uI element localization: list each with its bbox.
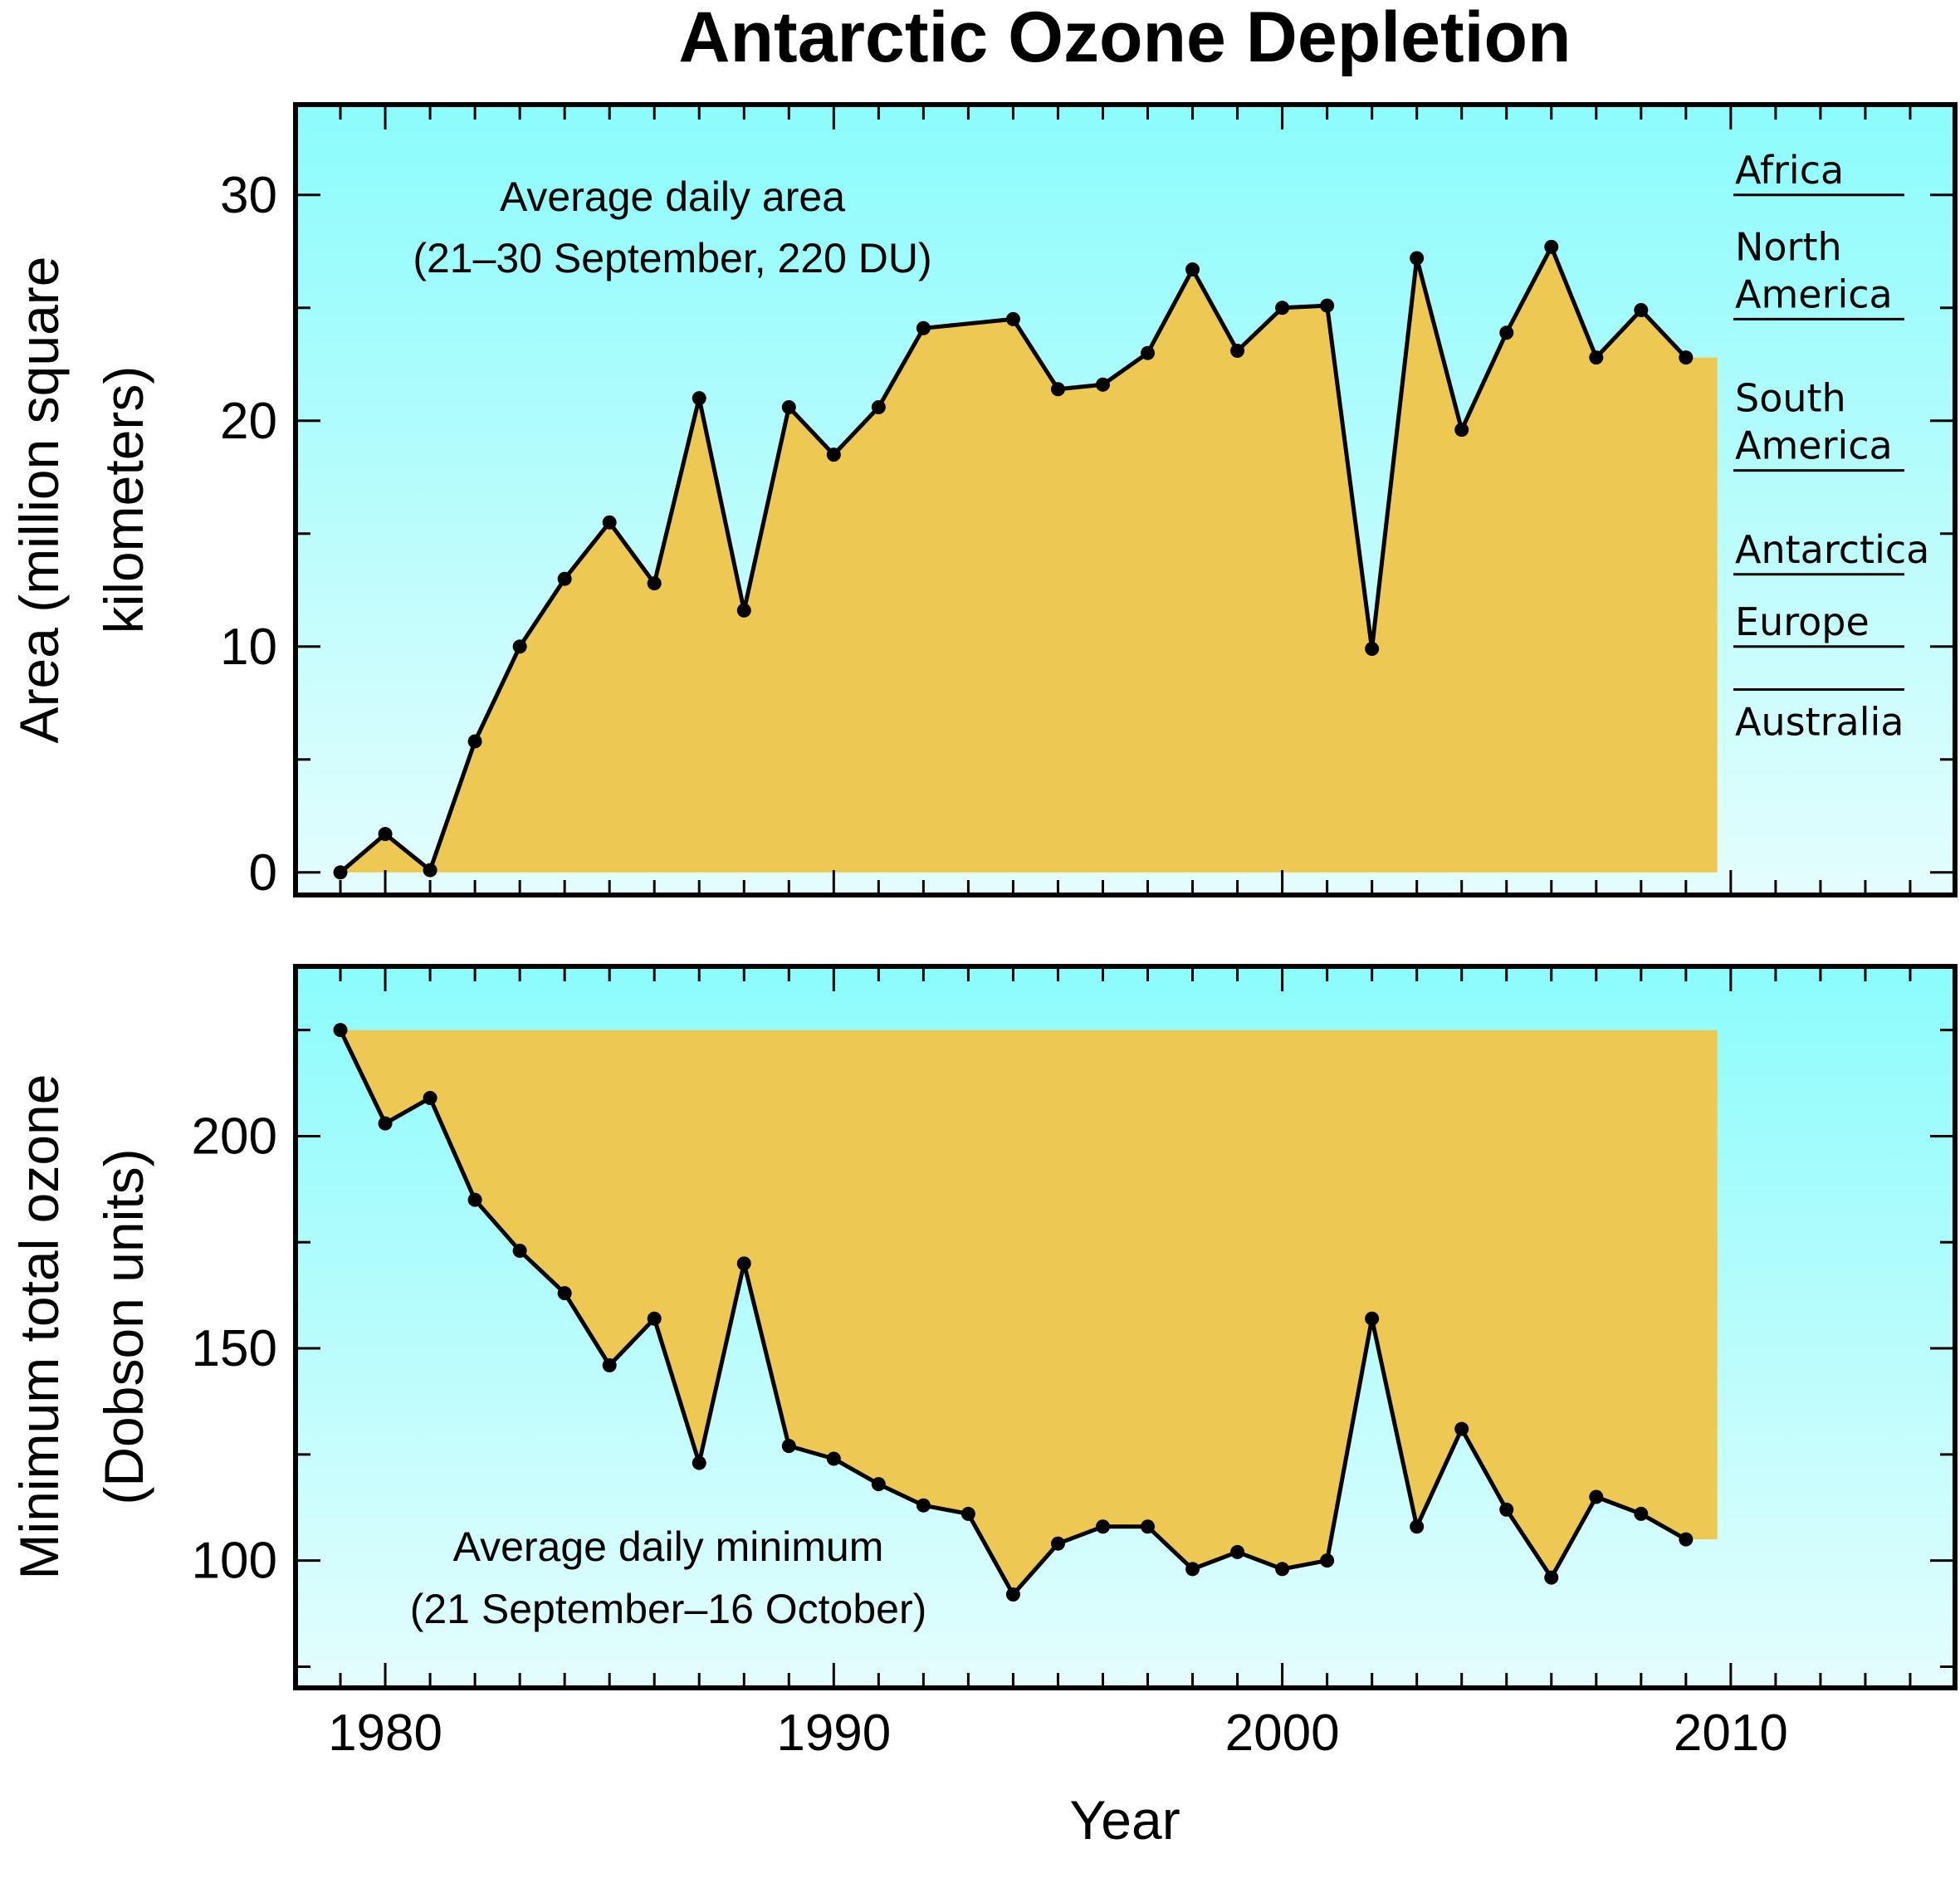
ozone-data-point: [378, 1116, 393, 1131]
ozone-data-point: [647, 1311, 662, 1326]
ozone-data-point: [916, 1498, 931, 1513]
ozone-data-point: [423, 1090, 437, 1105]
area-data-point: [1589, 350, 1604, 365]
ozone-data-point: [1095, 1519, 1110, 1534]
ozone-data-point: [1499, 1502, 1514, 1517]
ozone-annotation-line-2: (21 September–16 October): [410, 1586, 927, 1632]
area-panel: AfricaNorthAmericaSouthAmericaAntarctica…: [8, 102, 1958, 902]
ozone-panel: Average daily minimum (21 September–16 O…: [8, 964, 1958, 1762]
ozone-data-point: [1141, 1519, 1156, 1534]
ozone-y-axis-label-line-1: Minimum total ozone: [8, 1074, 70, 1580]
ozone-data-point: [557, 1286, 572, 1301]
area-y-tick-label: 20: [220, 393, 277, 450]
ozone-y-tick-label: 150: [192, 1320, 277, 1377]
chart-title: Antarctic Ozone Depletion: [678, 0, 1571, 77]
ozone-data-point: [1544, 1570, 1559, 1585]
ozone-data-point: [1589, 1489, 1604, 1504]
x-tick-label: 2000: [1225, 1704, 1340, 1762]
area-data-point: [1275, 301, 1290, 315]
ozone-data-point: [781, 1439, 796, 1454]
ozone-panel-frame: [293, 964, 1958, 1690]
ozone-data-point: [1365, 1311, 1380, 1326]
area-data-point: [378, 827, 393, 842]
area-data-point: [1365, 642, 1380, 657]
region-label: Africa: [1735, 148, 1844, 193]
ozone-data-point: [826, 1451, 841, 1466]
x-tick-label: 1980: [328, 1704, 442, 1762]
ozone-data-point: [1050, 1536, 1065, 1551]
area-data-point: [1679, 350, 1694, 365]
area-data-point: [1454, 423, 1469, 438]
area-data-point: [1410, 251, 1425, 266]
area-annotation-line-1: Average daily area: [500, 174, 845, 220]
area-filled-area: [340, 247, 1718, 873]
x-tick-label: 1990: [776, 1704, 891, 1762]
area-data-point: [467, 734, 482, 749]
area-data-point: [647, 576, 662, 591]
area-data-point: [1320, 298, 1335, 313]
area-data-point: [512, 639, 527, 654]
ozone-data-point: [512, 1243, 527, 1258]
area-data-point: [1634, 303, 1649, 318]
ozone-data-point: [1275, 1562, 1290, 1577]
area-data-point: [1544, 239, 1559, 254]
region-label: Australia: [1735, 699, 1904, 744]
area-data-point: [781, 399, 796, 414]
area-data-point: [602, 515, 617, 530]
x-tick-label: 2010: [1674, 1704, 1788, 1762]
area-data-point: [1005, 311, 1020, 326]
area-data-point: [1499, 325, 1514, 340]
ozone-data-point: [692, 1455, 706, 1470]
ozone-y-tick-label: 100: [192, 1533, 277, 1590]
ozone-filled-area: [340, 1029, 1718, 1595]
ozone-data-point: [467, 1192, 482, 1207]
area-y-axis-label-line-2: kilometers): [93, 366, 154, 634]
region-label: North: [1735, 224, 1842, 269]
area-y-tick-label: 10: [220, 619, 277, 676]
ozone-data-point: [1320, 1553, 1335, 1568]
region-label: South: [1735, 376, 1846, 421]
region-label: Europe: [1735, 599, 1870, 644]
x-axis-label: Year: [1069, 1789, 1180, 1851]
area-data-point: [423, 863, 437, 878]
ozone-y-axis-label-line-2: (Dobson units): [93, 1148, 154, 1504]
region-label: Antarctica: [1735, 527, 1929, 572]
area-y-tick-label: 0: [249, 844, 277, 902]
area-data-point: [1185, 262, 1200, 277]
ozone-data-point: [1185, 1562, 1200, 1577]
ozone-annotation-line-1: Average daily minimum: [453, 1523, 884, 1570]
area-data-point: [1095, 377, 1110, 392]
ozone-data-point: [960, 1506, 975, 1521]
area-data-point: [1230, 343, 1245, 358]
ozone-data-point: [333, 1023, 348, 1038]
area-y-axis-label-line-1: Area (million square: [8, 257, 70, 744]
ozone-data-point: [871, 1477, 886, 1492]
area-data-point: [557, 571, 572, 586]
area-data-point: [692, 391, 706, 406]
region-label: America: [1735, 423, 1893, 468]
area-panel-frame: [293, 102, 1958, 897]
area-data-point: [736, 603, 751, 618]
ozone-data-point: [602, 1358, 617, 1373]
area-y-tick-label: 30: [220, 167, 277, 224]
ozone-y-tick-label: 200: [192, 1108, 277, 1165]
ozone-data-point: [1634, 1506, 1649, 1521]
area-data-point: [871, 399, 886, 414]
ozone-data-point: [1454, 1421, 1469, 1436]
region-label: America: [1735, 271, 1893, 316]
area-data-point: [916, 320, 931, 335]
ozone-data-point: [1410, 1519, 1425, 1534]
area-data-point: [1050, 382, 1065, 397]
ozone-data-point: [736, 1256, 751, 1271]
ozone-data-point: [1230, 1544, 1245, 1559]
area-data-point: [1141, 345, 1156, 360]
ozone-data-point: [1679, 1532, 1694, 1547]
area-data-point: [333, 865, 348, 880]
area-annotation-line-2: (21–30 September, 220 DU): [413, 235, 931, 281]
area-data-point: [826, 447, 841, 462]
ozone-data-point: [1005, 1587, 1020, 1602]
